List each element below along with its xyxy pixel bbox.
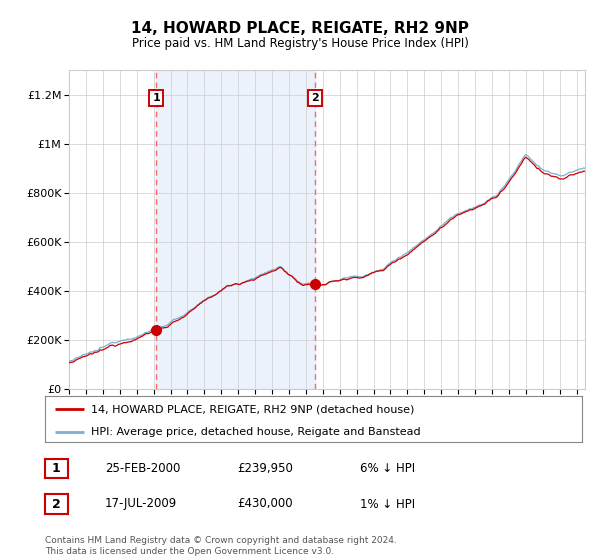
Bar [156,70,315,389]
Text: Price paid vs. HM Land Registry's House Price Index (HPI): Price paid vs. HM Land Registry's House … [131,37,469,50]
Text: 14, HOWARD PLACE, REIGATE, RH2 9NP: 14, HOWARD PLACE, REIGATE, RH2 9NP [131,21,469,36]
Text: HPI: Average price, detached house, Reigate and Banstead: HPI: Average price, detached house, Reig… [91,427,420,437]
Text: £239,950: £239,950 [237,462,293,475]
Text: Contains HM Land Registry data © Crown copyright and database right 2024.
This d: Contains HM Land Registry data © Crown c… [45,536,397,556]
Text: 17-JUL-2009: 17-JUL-2009 [105,497,177,511]
Text: 6% ↓ HPI: 6% ↓ HPI [360,462,415,475]
Text: 25-FEB-2000: 25-FEB-2000 [105,462,181,475]
Text: 2: 2 [52,497,61,511]
Text: 2: 2 [311,93,319,103]
Text: 14, HOWARD PLACE, REIGATE, RH2 9NP (detached house): 14, HOWARD PLACE, REIGATE, RH2 9NP (deta… [91,404,414,414]
Text: 1% ↓ HPI: 1% ↓ HPI [360,497,415,511]
Text: 1: 1 [152,93,160,103]
Text: £430,000: £430,000 [237,497,293,511]
Text: 1: 1 [52,462,61,475]
